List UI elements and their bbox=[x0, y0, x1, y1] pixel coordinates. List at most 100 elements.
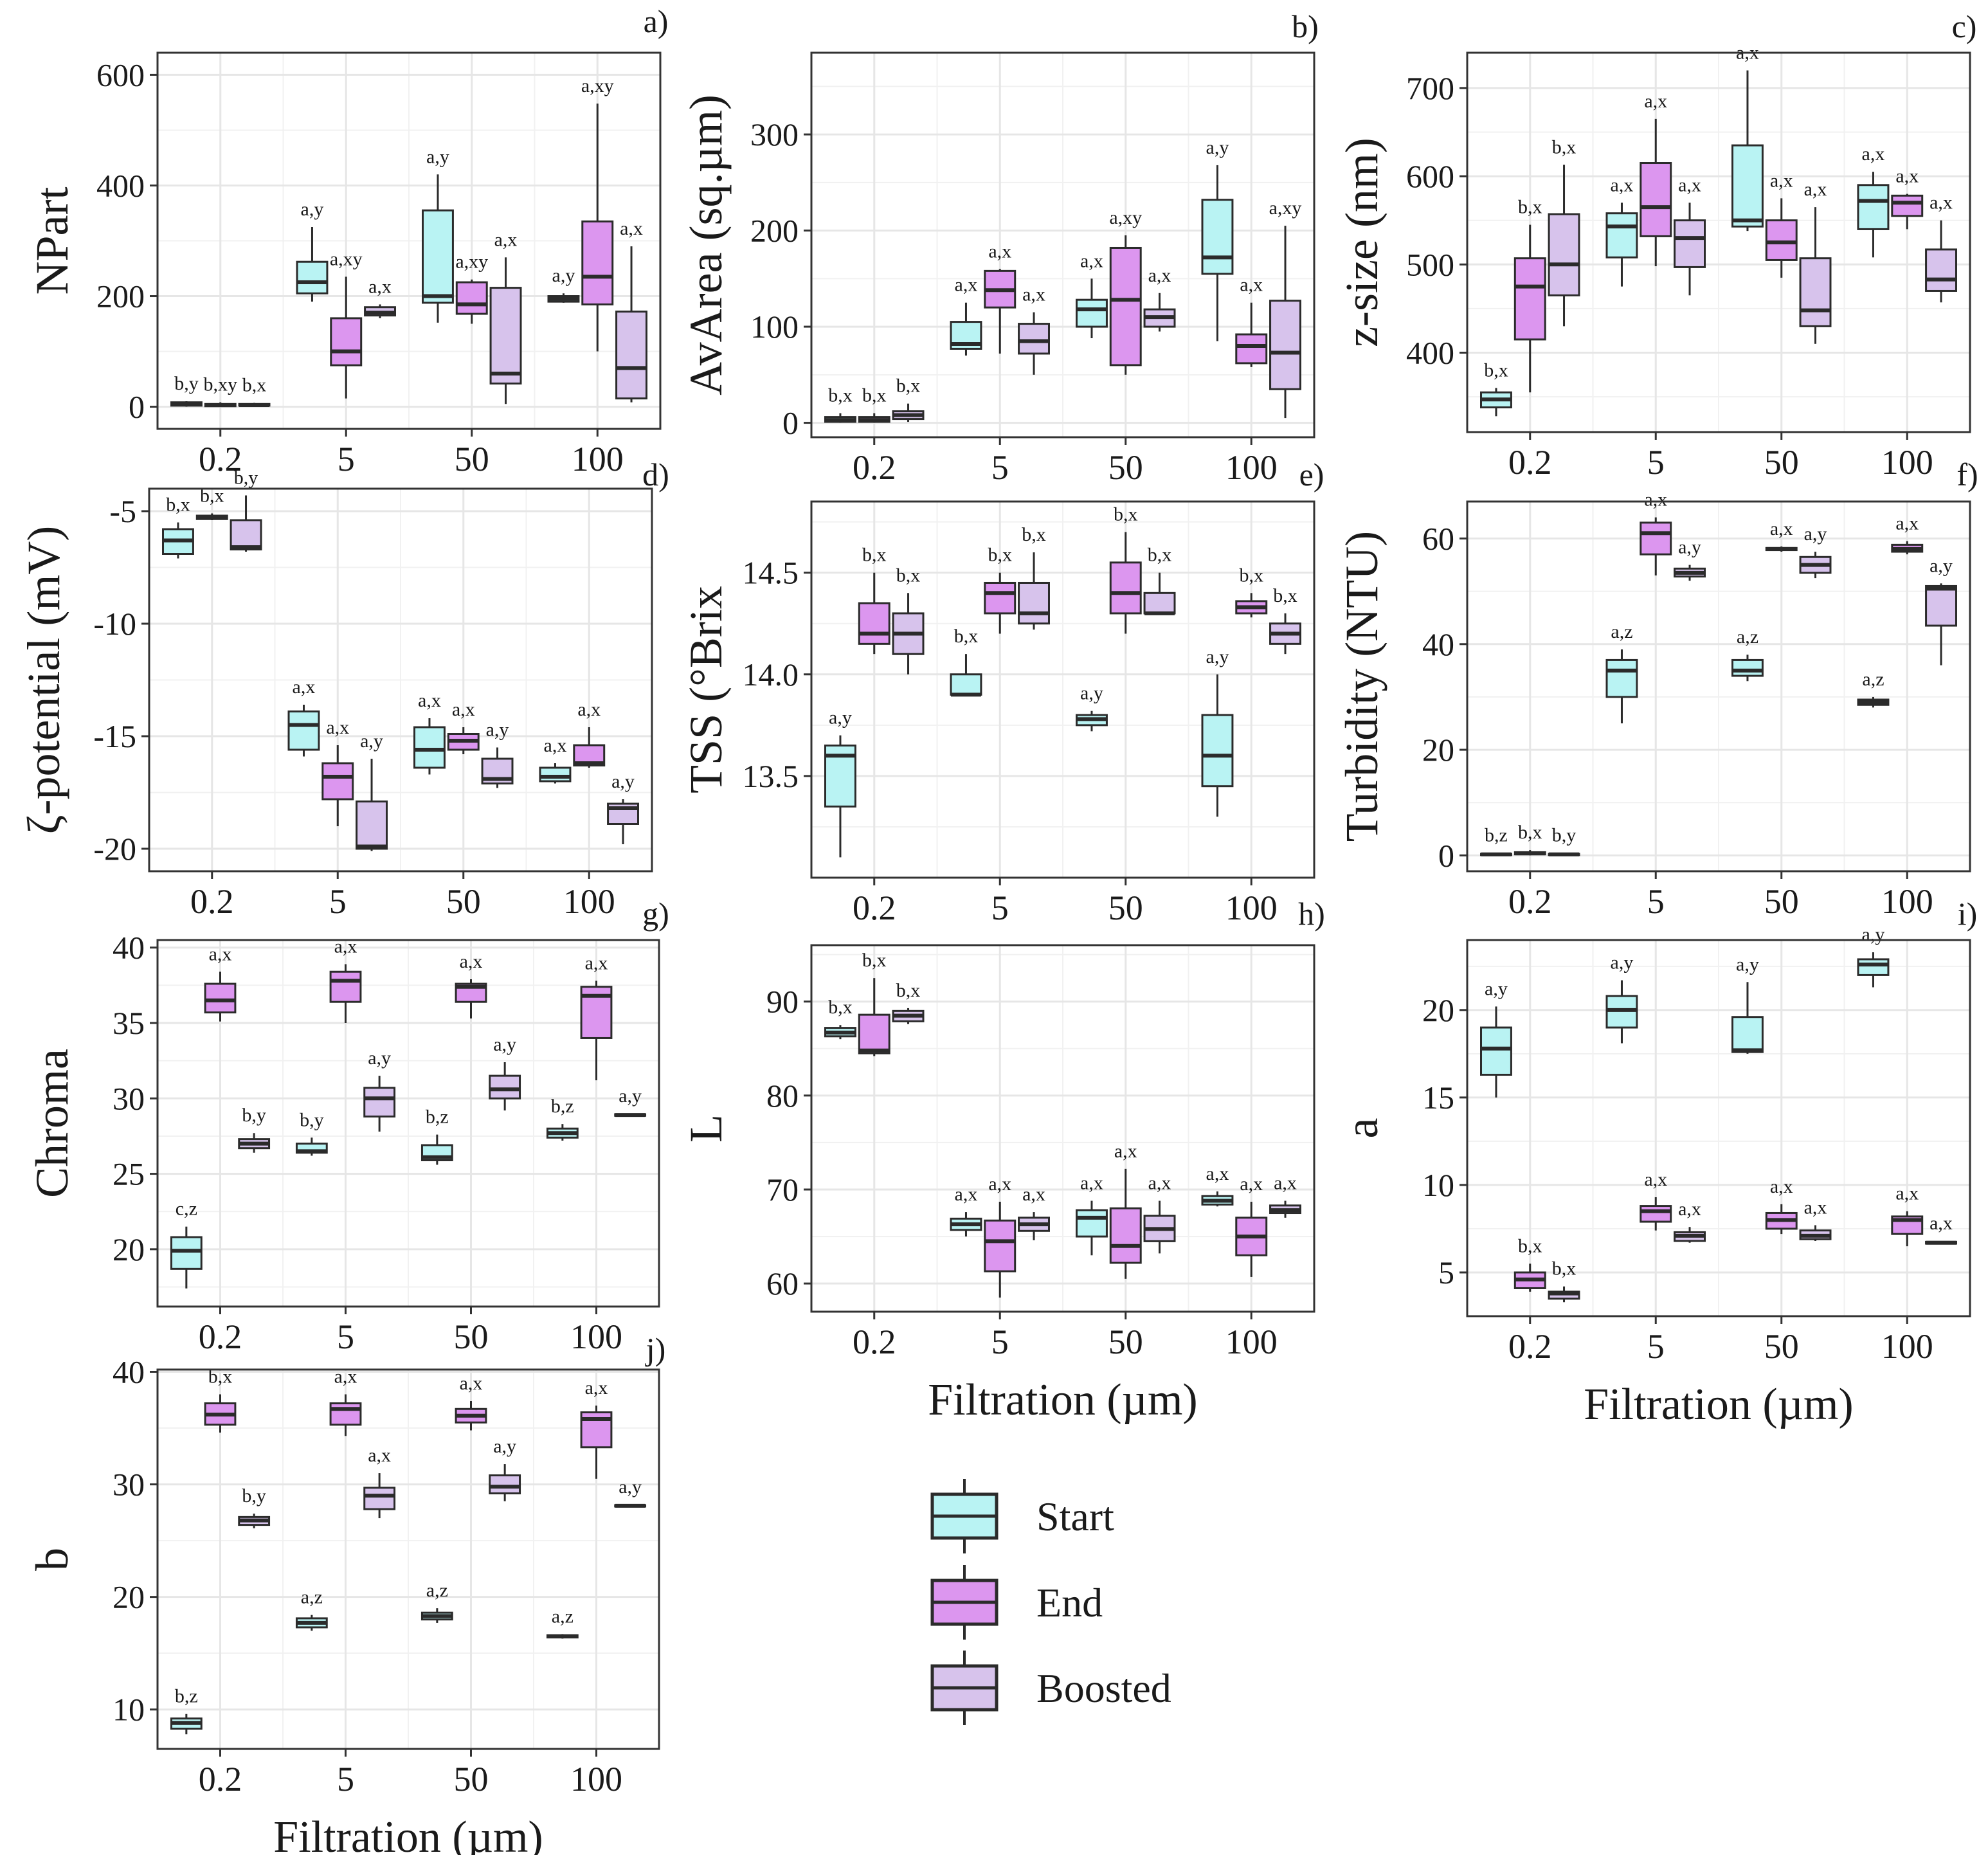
significance-label: a,x bbox=[577, 699, 601, 720]
significance-label: a,x bbox=[1929, 1213, 1953, 1234]
box-end-5: a,x bbox=[984, 240, 1017, 354]
significance-label: a,x bbox=[1678, 1199, 1701, 1220]
y-tick-label: 0 bbox=[1438, 837, 1454, 873]
x-tick-label: 5 bbox=[1647, 443, 1665, 482]
x-tick-label: 0.2 bbox=[199, 440, 242, 478]
y-tick-label: 20 bbox=[113, 1231, 145, 1267]
significance-label: a,x bbox=[1114, 1141, 1137, 1162]
plot-frame bbox=[1466, 51, 1971, 433]
significance-label: a,x bbox=[1770, 518, 1793, 539]
significance-label: a,x bbox=[955, 275, 978, 296]
box-start-5: a,x bbox=[287, 676, 320, 757]
significance-label: b,y bbox=[234, 467, 258, 489]
significance-label: a,x bbox=[1148, 1173, 1171, 1194]
box-iqr bbox=[296, 260, 329, 294]
box-iqr bbox=[1109, 561, 1142, 615]
box-iqr bbox=[1640, 162, 1672, 237]
box-iqr bbox=[287, 710, 320, 751]
y-tick-label: 60 bbox=[766, 1265, 799, 1301]
significance-label: a,y bbox=[1206, 646, 1229, 667]
significance-label: a,y bbox=[1611, 952, 1634, 973]
legend: Start End Boosted bbox=[930, 1479, 1171, 1725]
box-iqr bbox=[489, 1074, 521, 1099]
significance-label: a,y bbox=[611, 771, 635, 792]
y-tick-label: 70 bbox=[766, 1172, 799, 1208]
box-boosted-100: a,xy bbox=[1269, 197, 1302, 419]
y-tick-label: 300 bbox=[750, 116, 799, 152]
x-tick-label: 0.2 bbox=[853, 889, 896, 927]
box-end-0.2: b,xy bbox=[204, 374, 237, 408]
box-iqr bbox=[1018, 581, 1050, 625]
box-iqr bbox=[1076, 1209, 1108, 1238]
box-boosted-50: a,x bbox=[1799, 179, 1832, 344]
box-boosted-100: a,y bbox=[1925, 555, 1957, 665]
significance-label: a,x bbox=[326, 717, 349, 738]
y-tick-label: 40 bbox=[113, 930, 145, 966]
plot-frame bbox=[810, 500, 1315, 879]
legend-label: End bbox=[1036, 1580, 1103, 1625]
box-boosted-100: a,x bbox=[1269, 1173, 1301, 1218]
significance-label: a,z bbox=[1611, 621, 1632, 642]
box-start-50: a,y bbox=[422, 146, 454, 323]
box-iqr bbox=[330, 317, 363, 366]
box-start-0.2: b,x bbox=[824, 385, 856, 423]
legend-item-start: Start bbox=[930, 1479, 1114, 1553]
significance-label: a,x bbox=[334, 936, 357, 957]
panel-label: j) bbox=[645, 1331, 666, 1367]
panel-h: 60 70 80 90 0.2 5 50 100 b,x a,x a,x a,x b,x a,x a,x a,… bbox=[680, 896, 1325, 1425]
box-iqr bbox=[1640, 1205, 1672, 1223]
box-iqr bbox=[413, 726, 446, 769]
y-tick-label: 15 bbox=[1422, 1080, 1454, 1116]
panel-j: 10 20 30 40 0.2 5 50 100 b,z a,z a,z a,z b,x a,x a,x a,… bbox=[26, 1331, 665, 1855]
y-tick-label: -15 bbox=[93, 718, 136, 754]
box-start-0.2: b,z bbox=[170, 1686, 203, 1735]
y-axis-label: ζ-potential (mV) bbox=[18, 526, 69, 835]
box-start-50: a,y bbox=[1731, 954, 1764, 1054]
box-boosted-0.2: b,x bbox=[1548, 1258, 1580, 1303]
box-iqr bbox=[1605, 658, 1638, 698]
x-tick-label: 0.2 bbox=[853, 1323, 896, 1361]
significance-label: a,z bbox=[552, 1606, 574, 1627]
significance-label: b,x bbox=[166, 494, 190, 516]
significance-label: a,y bbox=[1678, 537, 1701, 558]
box-iqr bbox=[1109, 1207, 1142, 1264]
box-iqr bbox=[1731, 658, 1764, 677]
significance-label: a,x bbox=[494, 229, 518, 250]
significance-label: a,x bbox=[544, 735, 567, 756]
box-end-50: a,x bbox=[455, 1373, 487, 1431]
box-boosted-100: b,x bbox=[1269, 585, 1301, 655]
box-boosted-5: a,y bbox=[1674, 537, 1706, 581]
y-tick-label: -5 bbox=[109, 493, 136, 529]
y-tick-label: 13.5 bbox=[743, 758, 799, 794]
box-iqr bbox=[489, 287, 522, 385]
box-iqr bbox=[615, 311, 647, 400]
significance-label: a,x bbox=[1240, 275, 1263, 296]
box-start-100: a,y bbox=[1857, 924, 1890, 988]
box-end-100: a,x bbox=[573, 699, 606, 768]
y-axis-label: Turbidity (NTU) bbox=[1336, 531, 1387, 842]
box-start-0.2: a,y bbox=[824, 707, 856, 858]
box-iqr bbox=[1799, 257, 1832, 327]
box-iqr bbox=[858, 602, 890, 645]
significance-label: a,x bbox=[1895, 513, 1919, 534]
box-boosted-50: b,x bbox=[1143, 545, 1176, 615]
box-end-100: a,x bbox=[580, 952, 613, 1081]
box-iqr bbox=[329, 1402, 362, 1426]
box-boosted-5: a,x bbox=[1674, 174, 1706, 296]
box-iqr bbox=[230, 519, 262, 550]
x-axis-label: Filtration (µm) bbox=[928, 1375, 1197, 1425]
significance-label: a,x bbox=[368, 276, 392, 297]
box-boosted-0.2: b,x bbox=[892, 376, 925, 422]
significance-label: a,xy bbox=[581, 75, 614, 96]
box-start-5: a,x bbox=[1605, 174, 1638, 287]
x-tick-label: 50 bbox=[1108, 1323, 1143, 1361]
y-tick-label: 20 bbox=[1422, 732, 1454, 768]
significance-label: a,xy bbox=[1269, 197, 1302, 219]
y-tick-label: 0 bbox=[782, 405, 799, 441]
significance-label: a,x bbox=[460, 1373, 483, 1394]
box-boosted-50: a,x bbox=[1143, 265, 1176, 332]
significance-label: a,y bbox=[1736, 954, 1759, 975]
significance-label: a,y bbox=[1804, 523, 1827, 545]
y-tick-label: 200 bbox=[750, 213, 799, 249]
